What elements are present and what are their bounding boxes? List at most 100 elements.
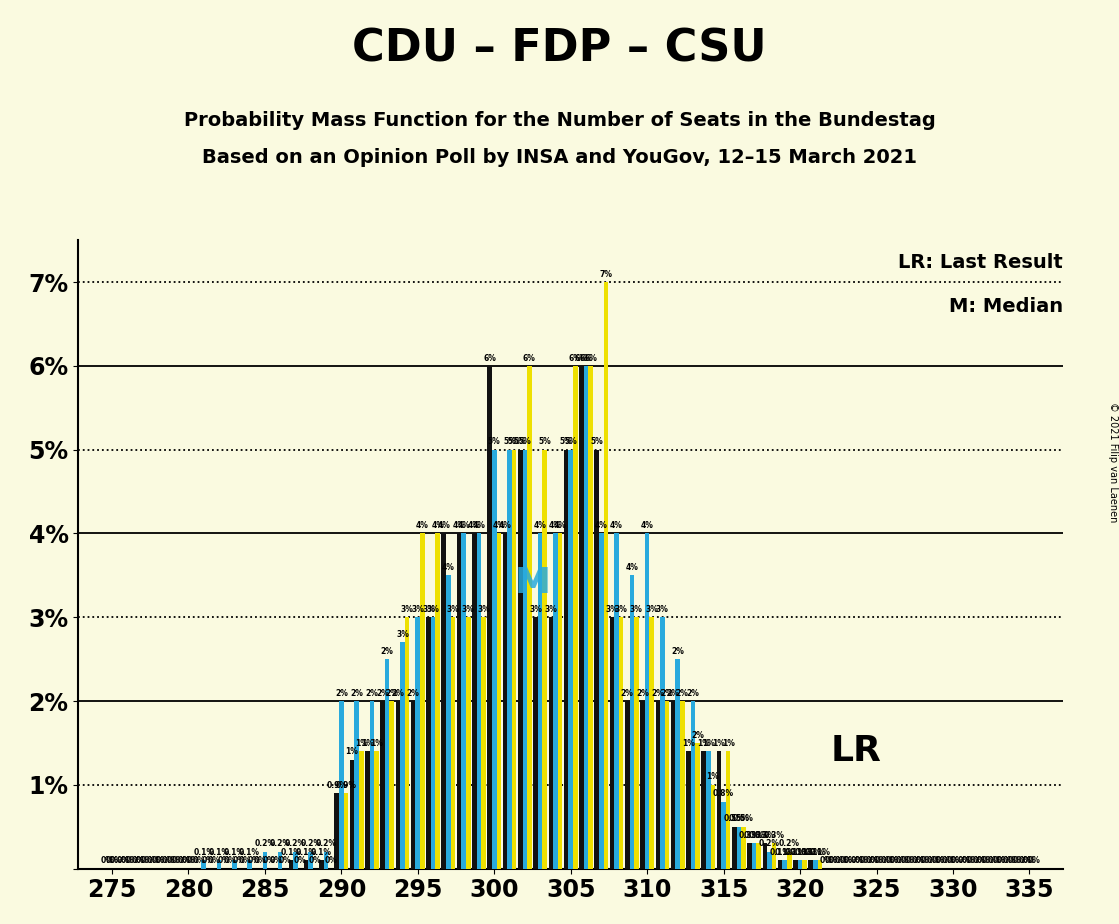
Text: 4%: 4% (472, 521, 486, 530)
Text: 2%: 2% (636, 688, 649, 698)
Text: 3%: 3% (477, 605, 490, 614)
Text: 0%: 0% (254, 857, 266, 865)
Text: 4%: 4% (492, 521, 506, 530)
Text: 4%: 4% (431, 521, 444, 530)
Text: 0.1%: 0.1% (809, 848, 830, 857)
Bar (726, 751, 731, 869)
Text: 4%: 4% (452, 521, 466, 530)
Text: 2%: 2% (660, 688, 674, 698)
Text: 0.2%: 0.2% (285, 839, 305, 848)
Text: 0%: 0% (270, 857, 282, 865)
Bar (722, 801, 726, 869)
Text: 5%: 5% (538, 437, 551, 446)
Bar (420, 533, 425, 869)
Bar (319, 860, 323, 869)
Text: 0.1%: 0.1% (208, 848, 229, 857)
Text: 4%: 4% (416, 521, 429, 530)
Text: 0%: 0% (162, 857, 175, 865)
Text: 3%: 3% (614, 605, 628, 614)
Bar (323, 852, 328, 869)
Text: 5%: 5% (591, 437, 603, 446)
Text: 0%: 0% (947, 857, 959, 865)
Text: 0%: 0% (927, 857, 940, 865)
Bar (603, 282, 608, 869)
Bar (671, 701, 676, 869)
Bar (732, 827, 736, 869)
Text: 0.2%: 0.2% (759, 839, 780, 848)
Text: 0%: 0% (916, 857, 929, 865)
Text: 1%: 1% (355, 739, 368, 748)
Text: 4%: 4% (554, 521, 566, 530)
Text: 0%: 0% (1018, 857, 1032, 865)
Bar (461, 533, 466, 869)
Bar (782, 860, 787, 869)
Text: 3%: 3% (529, 605, 542, 614)
Text: LR: LR (830, 734, 882, 768)
Text: LR: Last Result: LR: Last Result (899, 253, 1063, 272)
Text: 0.9%: 0.9% (327, 781, 347, 790)
Text: 2%: 2% (376, 688, 389, 698)
Text: 0%: 0% (839, 857, 853, 865)
Text: 4%: 4% (595, 521, 608, 530)
Text: 0%: 0% (905, 857, 918, 865)
Text: 0%: 0% (829, 857, 841, 865)
Text: 0%: 0% (192, 857, 206, 865)
Text: 0.1%: 0.1% (805, 848, 826, 857)
Bar (690, 701, 695, 869)
Text: 0%: 0% (855, 857, 867, 865)
Text: 5%: 5% (488, 437, 500, 446)
Text: 2%: 2% (407, 688, 420, 698)
Text: 0.2%: 0.2% (316, 839, 337, 848)
Bar (472, 533, 477, 869)
Text: 1%: 1% (370, 739, 383, 748)
Bar (426, 617, 431, 869)
Text: 1%: 1% (346, 748, 358, 757)
Bar (355, 701, 359, 869)
Text: 2%: 2% (380, 647, 394, 656)
Text: 5%: 5% (508, 437, 520, 446)
Bar (380, 701, 385, 869)
Text: 0.1%: 0.1% (770, 848, 791, 857)
Text: 6%: 6% (483, 354, 496, 362)
Text: 0.8%: 0.8% (713, 789, 734, 798)
Bar (634, 617, 639, 869)
Bar (553, 533, 557, 869)
Bar (263, 852, 267, 869)
Bar (640, 701, 645, 869)
Text: 0.1%: 0.1% (794, 848, 815, 857)
Text: 0%: 0% (1013, 857, 1025, 865)
Text: 3%: 3% (426, 605, 440, 614)
Text: 0%: 0% (151, 857, 164, 865)
Text: 2%: 2% (687, 688, 699, 698)
Text: Probability Mass Function for the Number of Seats in the Bundestag: Probability Mass Function for the Number… (184, 111, 935, 130)
Text: 0.1%: 0.1% (194, 848, 214, 857)
Text: 4%: 4% (438, 521, 450, 530)
Text: 2%: 2% (667, 688, 679, 698)
Bar (676, 659, 680, 869)
Text: 0%: 0% (279, 857, 291, 865)
Text: 0.9%: 0.9% (336, 781, 357, 790)
Text: 4%: 4% (534, 521, 546, 530)
Text: 0%: 0% (208, 857, 220, 865)
Text: 0%: 0% (844, 857, 857, 865)
Text: 1%: 1% (702, 739, 715, 748)
Text: 0%: 0% (951, 857, 963, 865)
Bar (497, 533, 501, 869)
Text: 6%: 6% (580, 354, 592, 362)
Text: 0%: 0% (182, 857, 195, 865)
Text: 3%: 3% (462, 605, 474, 614)
Text: 0%: 0% (885, 857, 899, 865)
Bar (756, 844, 761, 869)
Text: CDU – FDP – CSU: CDU – FDP – CSU (352, 28, 767, 71)
Bar (247, 860, 252, 869)
Bar (752, 844, 756, 869)
Bar (557, 533, 562, 869)
Text: 0%: 0% (233, 857, 245, 865)
Bar (374, 751, 379, 869)
Text: 0%: 0% (935, 857, 949, 865)
Bar (435, 533, 440, 869)
Text: 1%: 1% (713, 739, 725, 748)
Text: 0.2%: 0.2% (300, 839, 321, 848)
Bar (778, 860, 782, 869)
Bar (217, 860, 222, 869)
